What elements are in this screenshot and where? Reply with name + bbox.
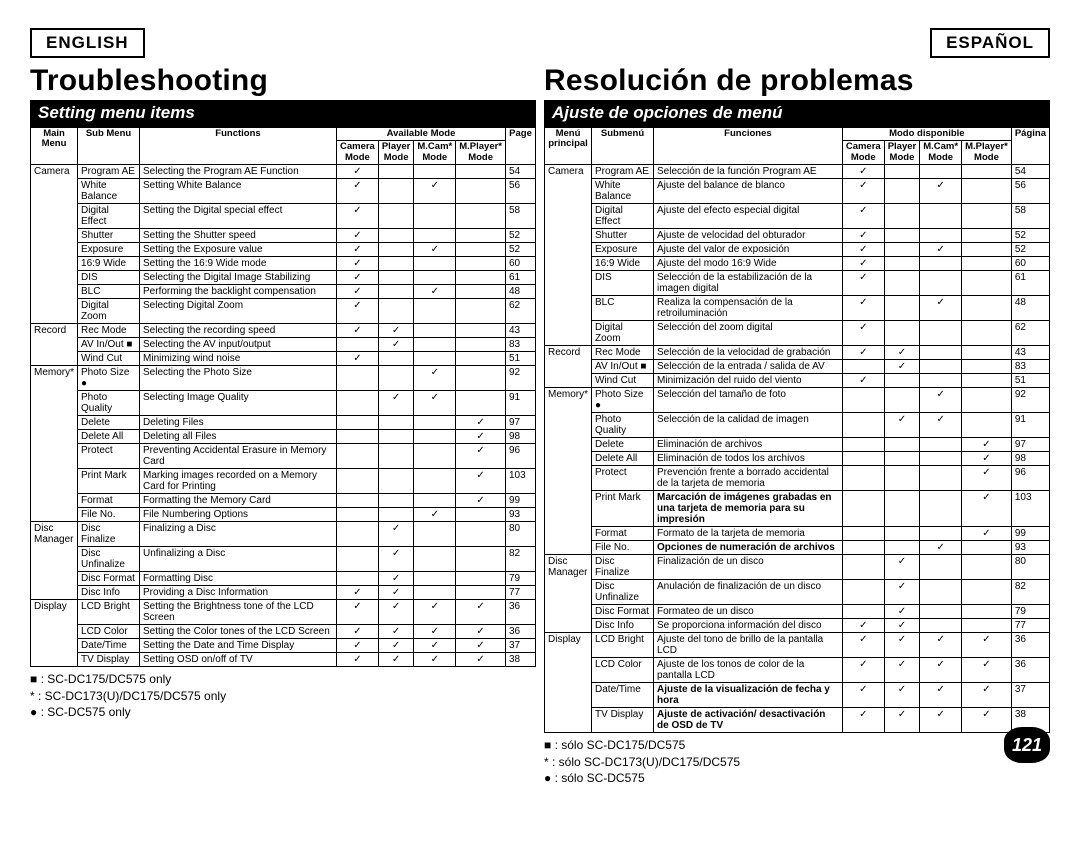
footnote-line: * : SC-DC173(U)/DC175/DC575 only xyxy=(30,688,536,704)
table-row: Disc ManagerDisc FinalizeFinalización de… xyxy=(545,555,1050,580)
table-row: Print MarkMarcación de imágenes grabadas… xyxy=(545,491,1050,527)
table-row: DeleteEliminación de archivos✓97 xyxy=(545,438,1050,452)
table-row: AV In/Out ■Selección de la entrada / sal… xyxy=(545,360,1050,374)
footnotes-spanish: ■ : sólo SC-DC175/DC575* : sólo SC-DC173… xyxy=(544,737,1004,786)
table-row: ProtectPreventing Accidental Erasure in … xyxy=(31,444,536,469)
title-spanish: Resolución de problemas xyxy=(544,64,1050,98)
table-row: Date/TimeSetting the Date and Time Displ… xyxy=(31,639,536,653)
table-row: LCD ColorSetting the Color tones of the … xyxy=(31,625,536,639)
table-row: BLCRealiza la compensación de la retroil… xyxy=(545,296,1050,321)
footnote-line: ● : sólo SC-DC575 xyxy=(544,770,1004,786)
table-row: Digital ZoomSelección del zoom digital✓6… xyxy=(545,321,1050,346)
table-row: Disc InfoSe proporciona información del … xyxy=(545,619,1050,633)
table-row: File No.File Numbering Options✓93 xyxy=(31,508,536,522)
table-row: Digital ZoomSelecting Digital Zoom✓62 xyxy=(31,299,536,324)
table-row: White BalanceAjuste del balance de blanc… xyxy=(545,179,1050,204)
table-row: LCD ColorAjuste de los tonos de color de… xyxy=(545,658,1050,683)
table-row: TV DisplayAjuste de activación/ desactiv… xyxy=(545,708,1050,733)
table-row: Photo QualitySelecting Image Quality✓✓91 xyxy=(31,391,536,416)
spanish-column: ESPAÑOL Resolución de problemas Ajuste d… xyxy=(544,28,1050,786)
subheader-english: Setting menu items xyxy=(30,100,536,127)
table-row: Memory*Photo Size ●Selección del tamaño … xyxy=(545,388,1050,413)
table-row: CameraProgram AESelección de la función … xyxy=(545,165,1050,179)
page-container: ENGLISH Troubleshooting Setting menu ite… xyxy=(30,28,1050,786)
lang-tab-spanish: ESPAÑOL xyxy=(930,28,1050,58)
settings-table-english: MainMenuSub MenuFunctionsAvailable ModeP… xyxy=(30,127,536,667)
table-row: RecordRec ModeSelección de la velocidad … xyxy=(545,346,1050,360)
table-row: Photo QualitySelección de la calidad de … xyxy=(545,413,1050,438)
table-row: Wind CutMinimización del ruido del vient… xyxy=(545,374,1050,388)
table-row: DisplayLCD BrightAjuste del tono de bril… xyxy=(545,633,1050,658)
footnote-line: ■ : sólo SC-DC175/DC575 xyxy=(544,737,1004,753)
table-row: RecordRec ModeSelecting the recording sp… xyxy=(31,324,536,338)
page-number: 121 xyxy=(1004,727,1050,763)
table-row: Date/TimeAjuste de la visualización de f… xyxy=(545,683,1050,708)
english-column: ENGLISH Troubleshooting Setting menu ite… xyxy=(30,28,536,786)
table-row: DisplayLCD BrightSetting the Brightness … xyxy=(31,600,536,625)
table-row: Disc ManagerDisc FinalizeFinalizing a Di… xyxy=(31,522,536,547)
footnote-line: ■ : SC-DC175/DC575 only xyxy=(30,671,536,687)
table-row: FormatFormatting the Memory Card✓99 xyxy=(31,494,536,508)
table-row: Memory*Photo Size ●Selecting the Photo S… xyxy=(31,366,536,391)
table-row: AV In/Out ■Selecting the AV input/output… xyxy=(31,338,536,352)
table-row: Disc FormatFormatting Disc✓79 xyxy=(31,572,536,586)
table-row: Disc UnfinalizeUnfinalizing a Disc✓82 xyxy=(31,547,536,572)
footnotes-english: ■ : SC-DC175/DC575 only* : SC-DC173(U)/D… xyxy=(30,671,536,720)
table-row: Print MarkMarking images recorded on a M… xyxy=(31,469,536,494)
title-english: Troubleshooting xyxy=(30,64,536,98)
table-row: Disc FormatFormateo de un disco✓79 xyxy=(545,605,1050,619)
table-row: DISSelección de la estabilización de la … xyxy=(545,271,1050,296)
table-row: ExposureSetting the Exposure value✓✓52 xyxy=(31,243,536,257)
table-row: Delete AllDeleting all Files✓98 xyxy=(31,430,536,444)
table-row: Delete AllEliminación de todos los archi… xyxy=(545,452,1050,466)
table-row: FormatFormato de la tarjeta de memoria✓9… xyxy=(545,527,1050,541)
subheader-spanish: Ajuste de opciones de menú xyxy=(544,100,1050,127)
table-row: Disc InfoProviding a Disc Information✓✓7… xyxy=(31,586,536,600)
table-row: Wind CutMinimizing wind noise✓51 xyxy=(31,352,536,366)
table-row: Digital EffectAjuste del efecto especial… xyxy=(545,204,1050,229)
table-row: File No.Opciones de numeración de archiv… xyxy=(545,541,1050,555)
table-row: 16:9 WideAjuste del modo 16:9 Wide✓60 xyxy=(545,257,1050,271)
table-row: ShutterSetting the Shutter speed✓52 xyxy=(31,229,536,243)
settings-table-spanish: MenúprincipalSubmenúFuncionesModo dispon… xyxy=(544,127,1050,733)
table-row: DISSelecting the Digital Image Stabilizi… xyxy=(31,271,536,285)
table-row: Disc UnfinalizeAnulación de finalización… xyxy=(545,580,1050,605)
table-row: ShutterAjuste de velocidad del obturador… xyxy=(545,229,1050,243)
footnote-line: * : sólo SC-DC173(U)/DC175/DC575 xyxy=(544,754,1004,770)
footnote-line: ● : SC-DC575 only xyxy=(30,704,536,720)
table-row: DeleteDeleting Files✓97 xyxy=(31,416,536,430)
table-row: White BalanceSetting White Balance✓✓56 xyxy=(31,179,536,204)
table-row: TV DisplaySetting OSD on/off of TV✓✓✓✓38 xyxy=(31,653,536,667)
table-row: ExposureAjuste del valor de exposición✓✓… xyxy=(545,243,1050,257)
lang-tab-english: ENGLISH xyxy=(30,28,145,58)
table-row: 16:9 WideSetting the 16:9 Wide mode✓60 xyxy=(31,257,536,271)
table-row: Digital EffectSetting the Digital specia… xyxy=(31,204,536,229)
table-row: CameraProgram AESelecting the Program AE… xyxy=(31,165,536,179)
table-row: ProtectPrevención frente a borrado accid… xyxy=(545,466,1050,491)
table-row: BLCPerforming the backlight compensation… xyxy=(31,285,536,299)
